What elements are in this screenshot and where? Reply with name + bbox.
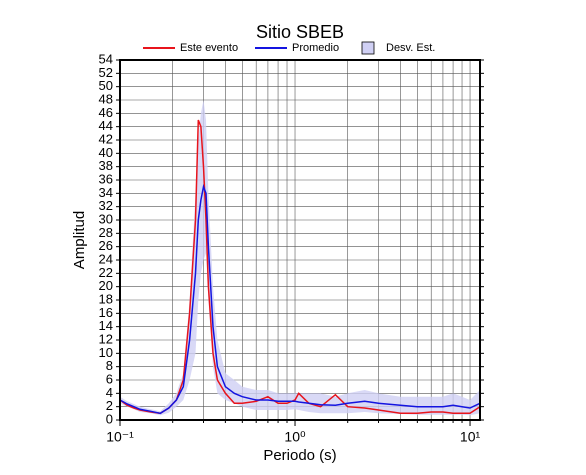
y-tick-label: 40: [99, 145, 113, 160]
y-tick-label: 46: [99, 105, 113, 120]
y-tick-label: 30: [99, 211, 113, 226]
y-tick-label: 44: [99, 118, 113, 133]
legend-label: Este evento: [180, 42, 238, 54]
x-axis-label: Periodo (s): [263, 447, 336, 464]
y-tick-label: 14: [99, 318, 113, 333]
y-tick-label: 24: [99, 251, 113, 266]
y-tick-label: 54: [99, 51, 113, 66]
y-tick-label: 4: [106, 385, 113, 400]
y-tick-label: 2: [106, 398, 113, 413]
y-tick-label: 26: [99, 238, 113, 253]
y-tick-label: 50: [99, 78, 113, 93]
y-axis-label: Amplitud: [71, 211, 88, 269]
y-tick-label: 0: [106, 411, 113, 426]
y-tick-label: 18: [99, 291, 113, 306]
x-tick-label: 10⁰: [284, 429, 306, 445]
y-tick-label: 20: [99, 278, 113, 293]
y-tick-label: 32: [99, 198, 113, 213]
y-tick-label: 28: [99, 225, 113, 240]
std-band: [120, 100, 480, 416]
y-tick-label: 22: [99, 265, 113, 280]
plot-frame: [119, 59, 481, 421]
legend-label: Desv. Est.: [386, 42, 435, 54]
y-tick-label: 12: [99, 331, 113, 346]
legend-label: Promedio: [292, 42, 339, 54]
chart-title: Sitio SBEB: [256, 22, 344, 42]
legend-swatch: [361, 41, 375, 55]
series-line: [119, 183, 481, 415]
y-tick-label: 34: [99, 185, 113, 200]
y-tick-label: 16: [99, 305, 113, 320]
y-tick-label: 6: [106, 371, 113, 386]
y-tick-label: 10: [99, 345, 113, 360]
x-tick-label: 10⁻¹: [106, 429, 134, 445]
y-tick-label: 48: [99, 91, 113, 106]
y-tick-label: 38: [99, 158, 113, 173]
series-line: [119, 119, 481, 415]
y-tick-label: 8: [106, 358, 113, 373]
y-tick-label: 42: [99, 131, 113, 146]
x-tick-label: 10¹: [460, 429, 481, 445]
y-tick-label: 52: [99, 65, 113, 80]
y-tick-label: 36: [99, 171, 113, 186]
